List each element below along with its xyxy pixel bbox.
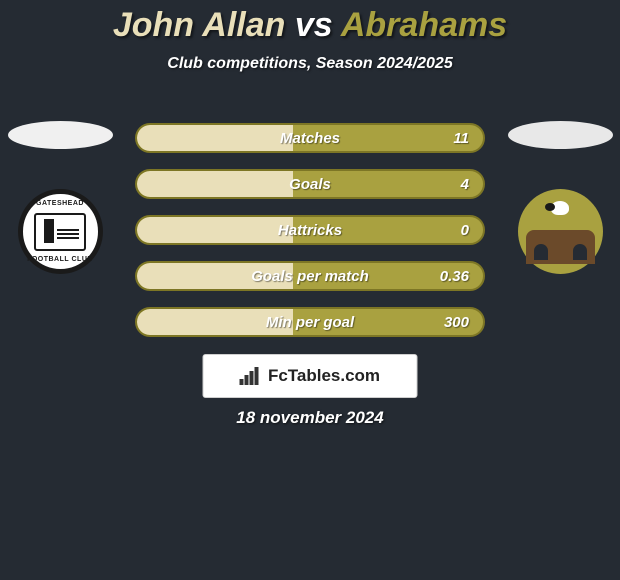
brand-text: FcTables.com [268, 366, 380, 386]
brand-bars-icon [240, 367, 262, 385]
stat-bar-gpm: Goals per match 0.36 [135, 261, 485, 291]
stat-bar-goals: Goals 4 [135, 169, 485, 199]
club-right-arch-icon [526, 230, 595, 264]
stat-bars: Matches 11 Goals 4 Hattricks 0 Goals per… [135, 123, 485, 353]
stat-label: Goals per match [137, 268, 483, 285]
stat-bar-hattricks: Hattricks 0 [135, 215, 485, 245]
stat-bar-matches: Matches 11 [135, 123, 485, 153]
stat-value-right: 300 [444, 314, 469, 331]
club-badge-right [518, 189, 603, 274]
stat-label: Goals [137, 176, 483, 193]
stat-value-right: 4 [461, 176, 469, 193]
stat-value-right: 11 [453, 130, 469, 147]
title-player1: John Allan [113, 6, 286, 44]
player2-avatar-placeholder [508, 121, 613, 149]
club-right-bird-icon [551, 201, 569, 215]
side-left: GATESHEAD FOOTBALL CLUB [0, 115, 120, 274]
player1-avatar-placeholder [8, 121, 113, 149]
page-title: John Allan vs Abrahams [0, 0, 620, 45]
stat-value-right: 0.36 [440, 268, 469, 285]
side-right [500, 115, 620, 274]
subtitle: Club competitions, Season 2024/2025 [0, 55, 620, 73]
stat-label: Hattricks [137, 222, 483, 239]
stat-label: Min per goal [137, 314, 483, 331]
comparison-stage: GATESHEAD FOOTBALL CLUB Matches 11 Goals… [0, 115, 620, 345]
stat-label: Matches [137, 130, 483, 147]
brand-box: FcTables.com [203, 354, 418, 398]
club-left-icon [34, 213, 86, 251]
title-vs: vs [295, 6, 333, 44]
date-text: 18 november 2024 [0, 408, 620, 428]
club-left-line2: FOOTBALL CLUB [27, 256, 93, 263]
stat-bar-mpg: Min per goal 300 [135, 307, 485, 337]
club-left-line1: GATESHEAD [36, 200, 84, 207]
club-badge-left: GATESHEAD FOOTBALL CLUB [18, 189, 103, 274]
stat-value-right: 0 [461, 222, 469, 239]
title-player2: Abrahams [341, 6, 507, 44]
